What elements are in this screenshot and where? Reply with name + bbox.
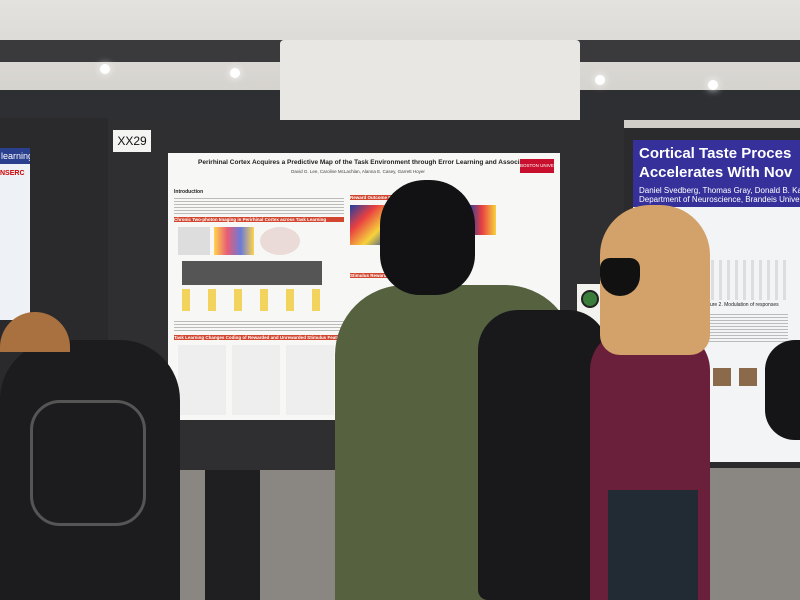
- logo: NSERC: [0, 170, 25, 177]
- figure: [178, 345, 338, 415]
- text-block: [174, 319, 344, 333]
- figure: [703, 260, 788, 300]
- figure: [260, 227, 300, 255]
- figure: [214, 227, 254, 255]
- ceiling-light: [230, 68, 240, 78]
- legs: [205, 470, 260, 600]
- poster-title: Accelerates With Nov: [639, 164, 793, 181]
- poster-title: learning: [0, 148, 30, 164]
- text-block: [703, 312, 788, 342]
- poster-authors: Daniel Svedberg, Thomas Gray, Donald B. …: [639, 186, 800, 195]
- booth-label: XX29: [113, 130, 151, 152]
- person-arm: [765, 340, 800, 440]
- poster-byline: Daniel Svedberg, Thomas Gray, Donald B. …: [633, 186, 800, 207]
- backpack: [478, 310, 608, 600]
- figure: [182, 289, 322, 311]
- section-heading: Task Learning Changes Coding of Rewarded…: [174, 335, 374, 340]
- section-heading: Chronic Two-photon Imaging in Perirhinal…: [174, 217, 344, 222]
- backpack-pocket: [30, 400, 146, 526]
- poster-affiliation: Department of Neuroscience, Brandeis Uni…: [639, 195, 800, 204]
- institution-logo: BOSTON UNIVERSITY: [520, 159, 554, 173]
- ceiling-duct: [280, 40, 580, 125]
- figure: [178, 227, 210, 255]
- poster-title: Perirhinal Cortex Acquires a Predictive …: [198, 159, 528, 166]
- ceiling-light: [100, 64, 110, 74]
- text-block: [174, 196, 344, 214]
- figure: [182, 261, 322, 285]
- qr-code: [581, 290, 599, 308]
- left-poster: learning NSERC: [0, 148, 30, 320]
- person-head: [380, 180, 475, 295]
- poster-header: Cortical Taste Proces Accelerates With N…: [633, 140, 800, 186]
- face-mask: [600, 258, 640, 296]
- figure-caption: Figure 2. Modulation of responses: [703, 302, 779, 308]
- poster-title: Cortical Taste Proces: [639, 145, 792, 162]
- jeans: [608, 490, 698, 600]
- ceiling-light: [708, 80, 718, 90]
- poster-authors: David G. Lee, Caroline McLachlan, Alanna…: [291, 169, 425, 174]
- section-heading: Introduction: [174, 189, 204, 195]
- ceiling-light: [595, 75, 605, 85]
